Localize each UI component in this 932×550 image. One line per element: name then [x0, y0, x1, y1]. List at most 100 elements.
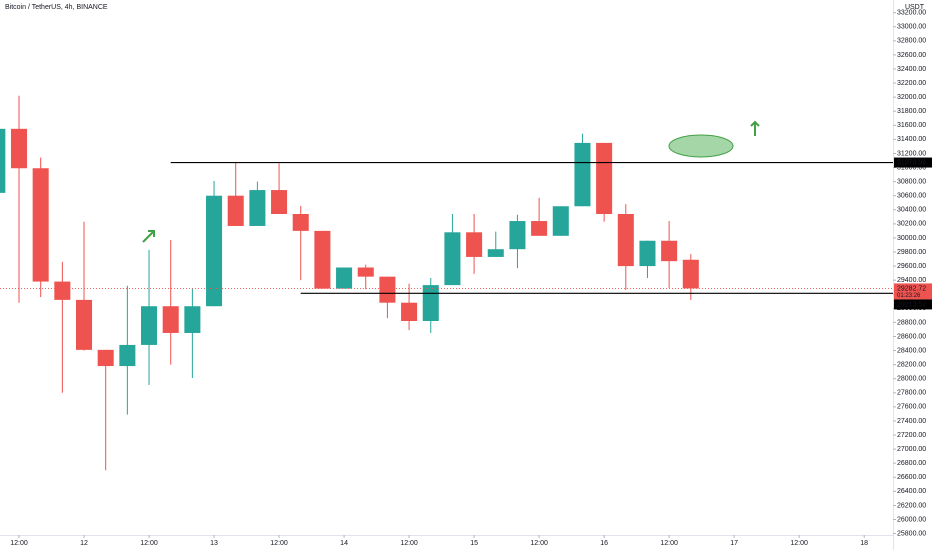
y-tick-label: 31000.00	[897, 164, 926, 171]
y-tick-label: 26600.00	[897, 474, 926, 481]
y-tick-label: 26200.00	[897, 502, 926, 509]
x-tick-label: 16	[600, 540, 608, 547]
y-tick-label: 30400.00	[897, 207, 926, 214]
candle-body	[661, 240, 678, 262]
y-tick-label: 27000.00	[897, 446, 926, 453]
y-tick-label: 28400.00	[897, 347, 926, 354]
y-tick-label: 30800.00	[897, 178, 926, 185]
candle-body	[401, 302, 418, 321]
countdown-label: 01:23:26	[897, 293, 921, 299]
arrow-up-right	[142, 230, 155, 243]
candle-body	[422, 285, 439, 321]
candle-body	[292, 214, 309, 231]
candle-body	[314, 230, 331, 289]
currency-label: USDT	[905, 4, 925, 11]
y-tick-label: 30200.00	[897, 221, 926, 228]
x-tick-label: 18	[860, 540, 868, 547]
candle-body	[10, 128, 28, 169]
y-tick-label: 26000.00	[897, 516, 926, 523]
horizontal-line-label: 29213.52	[897, 301, 926, 308]
y-tick-label: 28000.00	[897, 376, 926, 383]
candle-body	[206, 195, 223, 307]
horizontal-line-badge	[894, 157, 932, 168]
y-tick-label: 28800.00	[897, 319, 926, 326]
candle-body	[162, 306, 179, 333]
y-tick-label: 29400.00	[897, 277, 926, 284]
x-tick-label: 12:00	[790, 540, 808, 547]
target-ellipse	[668, 134, 734, 158]
x-tick-label: 15	[470, 540, 478, 547]
y-tick-label: 32600.00	[897, 52, 926, 59]
x-tick-label: 12	[80, 540, 88, 547]
y-tick-label: 31200.00	[897, 150, 926, 157]
candle-body	[249, 190, 266, 226]
y-tick-label: 27200.00	[897, 432, 926, 439]
x-tick-label: 12:00	[140, 540, 158, 547]
x-tick-label: 17	[730, 540, 738, 547]
y-tick-label: 33200.00	[897, 10, 926, 17]
candle-body	[184, 306, 201, 333]
arrow-up	[750, 120, 760, 136]
y-tick-label: 27600.00	[897, 404, 926, 411]
y-tick-label: 30000.00	[897, 235, 926, 242]
candle-body	[552, 206, 569, 236]
x-tick-label: 12:00	[660, 540, 678, 547]
x-tick-label: 13	[210, 540, 218, 547]
y-tick-label: 30600.00	[897, 193, 926, 200]
y-tick-label: 26400.00	[897, 488, 926, 495]
horizontal-line-label: 31070.94	[897, 159, 926, 166]
y-tick-label: 29600.00	[897, 263, 926, 270]
y-tick-label: 27800.00	[897, 390, 926, 397]
horizontal-line-badge	[894, 299, 932, 310]
candle-body	[639, 240, 656, 267]
candle-body	[531, 221, 548, 236]
x-tick-label: 12:00	[400, 540, 418, 547]
last-price-badge	[894, 283, 932, 300]
y-tick-label: 31600.00	[897, 122, 926, 129]
candle-body	[227, 195, 244, 226]
y-tick-label: 32200.00	[897, 80, 926, 87]
y-tick-label: 33000.00	[897, 24, 926, 31]
candle-body	[76, 299, 93, 350]
y-tick-label: 27400.00	[897, 418, 926, 425]
candle-body	[574, 142, 591, 207]
candle-body	[357, 267, 374, 277]
y-tick-label: 26800.00	[897, 460, 926, 467]
candle-body	[379, 276, 396, 303]
candle-body	[596, 142, 613, 214]
y-tick-label: 29800.00	[897, 249, 926, 256]
x-tick-label: 12:00	[530, 540, 548, 547]
candle-body	[119, 344, 136, 367]
candle-body	[682, 259, 699, 289]
y-tick-label: 28200.00	[897, 361, 926, 368]
y-tick-label: 25800.00	[897, 530, 926, 537]
candle-body	[509, 221, 526, 250]
candle-body	[271, 190, 288, 214]
annotations	[142, 120, 760, 243]
plot-area	[0, 95, 893, 471]
last-price-label: 29282.72	[897, 285, 926, 292]
x-tick-label: 12:00	[270, 540, 288, 547]
x-tick-label: 12:00	[10, 540, 28, 547]
candle-body	[487, 249, 504, 257]
y-tick-label: 31800.00	[897, 108, 926, 115]
y-tick-label: 32800.00	[897, 38, 926, 45]
candle-body	[466, 232, 483, 257]
candle-body	[617, 214, 634, 267]
candle-body	[141, 306, 158, 345]
candle-body	[54, 281, 71, 300]
axes: 25800.00 26000.00 26200.00 26400.00 26600.00…	[10, 10, 932, 547]
candle-body	[0, 128, 6, 193]
candle-body	[444, 232, 461, 286]
y-tick-label: 32000.00	[897, 94, 926, 101]
candle-body	[32, 168, 49, 282]
y-tick-label: 28600.00	[897, 333, 926, 340]
candle-body	[97, 349, 114, 367]
x-tick-label: 14	[340, 540, 348, 547]
y-tick-label: 32400.00	[897, 66, 926, 73]
candle-body	[336, 267, 353, 289]
chart-title: Bitcoin / TetherUS, 4h, BINANCE	[5, 4, 108, 11]
y-tick-label: 31400.00	[897, 136, 926, 143]
